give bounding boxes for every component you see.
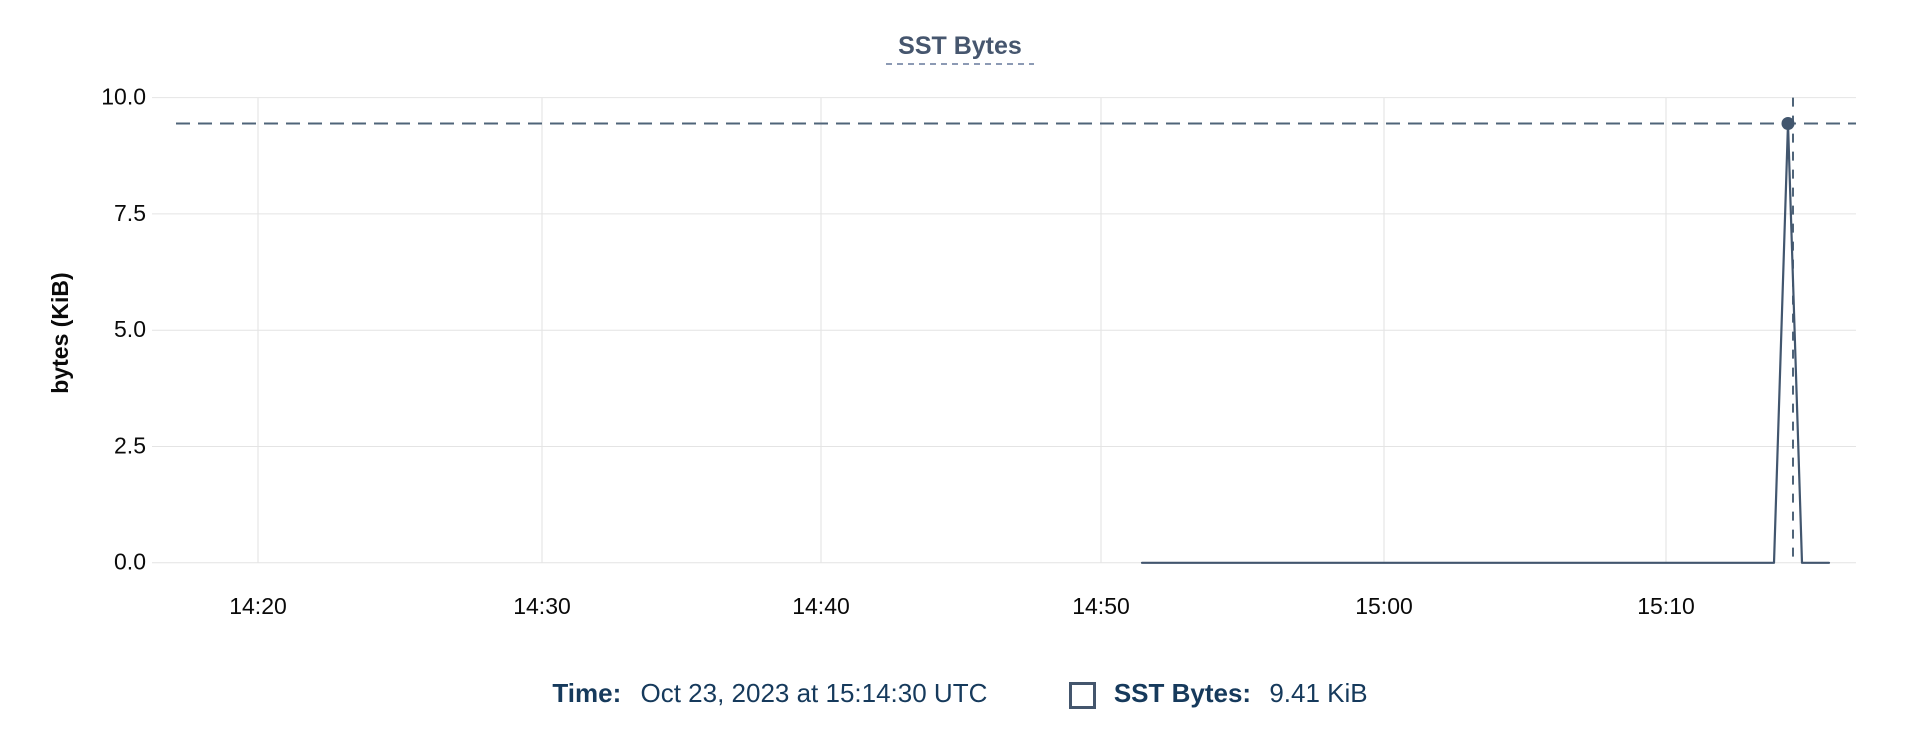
svg-text:SST Bytes: SST Bytes xyxy=(898,32,1022,60)
svg-text:15:10: 15:10 xyxy=(1637,593,1695,619)
svg-text:bytes (KiB): bytes (KiB) xyxy=(47,272,73,393)
svg-text:0.0: 0.0 xyxy=(114,549,146,575)
svg-text:14:20: 14:20 xyxy=(229,593,287,619)
svg-text:14:50: 14:50 xyxy=(1072,593,1130,619)
svg-text:2.5: 2.5 xyxy=(114,432,146,458)
svg-text:10.0: 10.0 xyxy=(101,84,146,110)
svg-text:15:00: 15:00 xyxy=(1355,593,1413,619)
svg-text:5.0: 5.0 xyxy=(114,316,146,342)
svg-text:7.5: 7.5 xyxy=(114,200,146,226)
svg-text:14:40: 14:40 xyxy=(792,593,850,619)
svg-text:14:30: 14:30 xyxy=(513,593,571,619)
